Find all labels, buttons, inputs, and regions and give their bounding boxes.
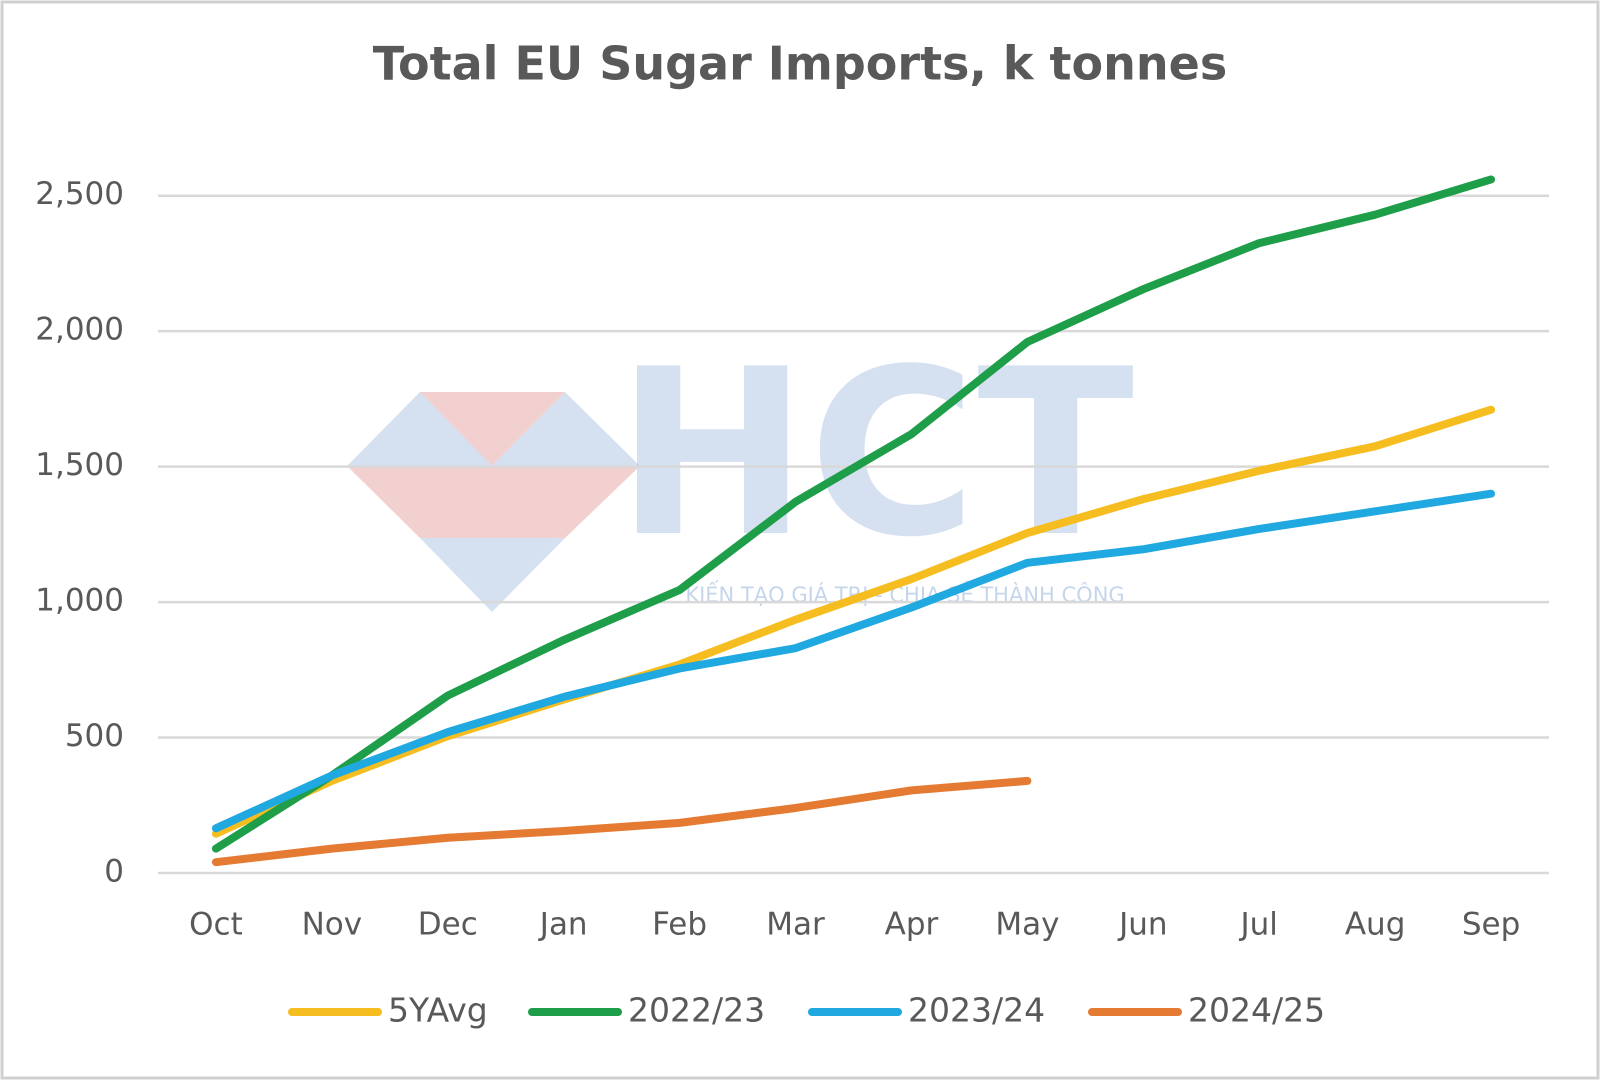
line-series [211, 776, 1032, 867]
x-tick-label: Jun [1117, 907, 1167, 943]
y-tick-label: 1,000 [35, 583, 124, 619]
x-tick-label: Apr [885, 907, 939, 943]
x-tick-label: Jul [1239, 907, 1278, 943]
watermark-logo [347, 392, 640, 612]
x-tick-label: Aug [1345, 907, 1406, 943]
y-tick-label: 2,000 [35, 312, 124, 348]
line-series [211, 489, 1496, 833]
line-series [211, 175, 1496, 853]
y-tick-label: 2,500 [35, 176, 124, 212]
line-series [211, 405, 1496, 838]
x-tick-label: Oct [189, 907, 243, 943]
legend-label: 2023/24 [908, 991, 1045, 1030]
y-tick-label: 0 [104, 854, 124, 890]
x-tick-label: Nov [302, 907, 363, 943]
legend-label: 2022/23 [628, 991, 765, 1030]
legend-label: 5YAvg [388, 991, 488, 1030]
x-tick-label: May [995, 907, 1059, 943]
y-tick-label: 500 [65, 718, 124, 754]
y-tick-label: 1,500 [35, 447, 124, 483]
chart-title: Total EU Sugar Imports, k tonnes [373, 37, 1227, 91]
legend-label: 2024/25 [1188, 991, 1325, 1030]
x-tick-label: Feb [652, 907, 707, 943]
x-tick-label: Mar [766, 907, 825, 943]
x-tick-label: Jan [538, 907, 588, 943]
x-tick-label: Dec [418, 907, 478, 943]
x-tick-label: Sep [1462, 907, 1520, 943]
